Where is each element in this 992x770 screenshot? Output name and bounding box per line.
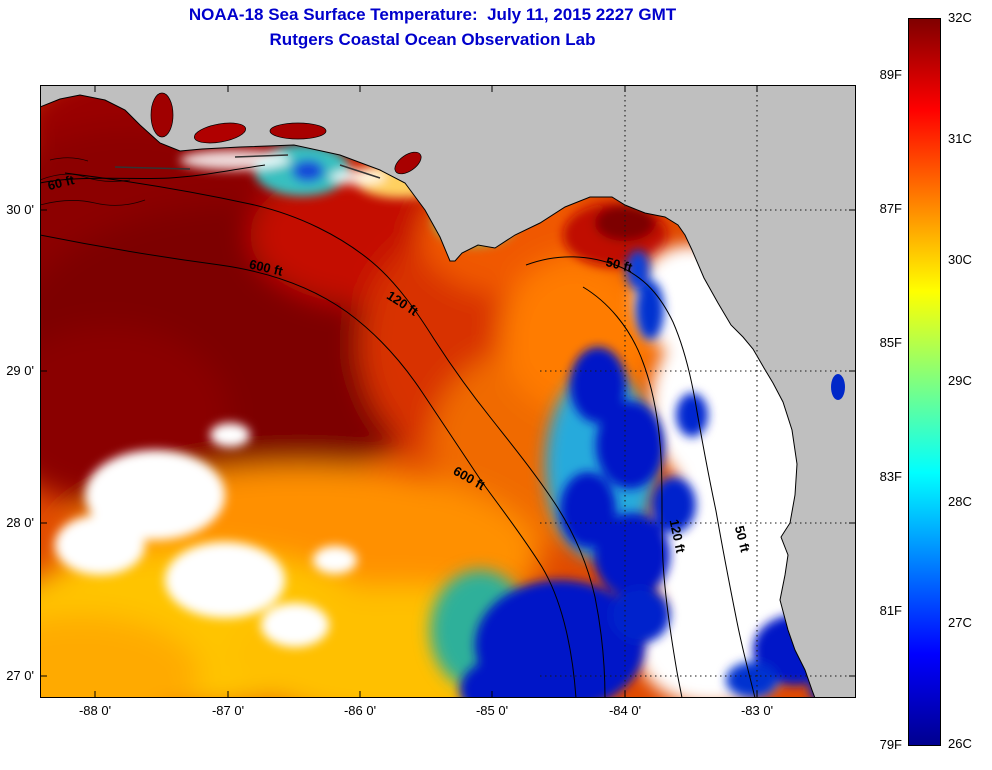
barrier-islands (114, 154, 381, 179)
colorbar-fahrenheit-label: 89F (879, 67, 902, 82)
bathymetry-contours (40, 164, 756, 698)
y-tick-label: 29 0' (6, 363, 34, 378)
colorbar-celsius-label: 28C (948, 494, 972, 509)
colorbar-fahrenheit-label: 85F (879, 335, 902, 350)
x-tick-label: -85 0' (475, 703, 509, 718)
contour-label: 50 ft (604, 254, 634, 275)
colorbar-celsius-label: 29C (948, 373, 972, 388)
y-tick-label: 28 0' (6, 515, 34, 530)
colorbar-celsius-label: 30C (948, 252, 972, 267)
inland-lake (831, 374, 845, 400)
figure-title: NOAA-18 Sea Surface Temperature: July 11… (188, 5, 677, 24)
colorbar-celsius-label: 26C (948, 736, 972, 751)
figure-subtitle: Rutgers Coastal Ocean Observation Lab (269, 30, 596, 49)
colorbar-celsius-label: 31C (948, 131, 972, 146)
colorbar-fahrenheit-label: 83F (879, 469, 902, 484)
contour-label: 50 ft (732, 524, 753, 554)
marsh-lines (40, 157, 146, 206)
map-area: 60 ft 600 ft 120 ft 50 ft 600 ft 120 ft … (40, 85, 856, 698)
colorbar-fahrenheit-label: 81F (879, 603, 902, 618)
sst-map-svg: 60 ft 600 ft 120 ft 50 ft 600 ft 120 ft … (40, 85, 856, 698)
x-tick-label: -86 0' (343, 703, 377, 718)
colorbar-celsius-label: 27C (948, 615, 972, 630)
y-tick-label: 27 0' (6, 668, 34, 683)
x-tick-label: -84 0' (608, 703, 642, 718)
graticule (540, 85, 856, 698)
map-border (40, 85, 856, 698)
colorbar-celsius-label: 32C (948, 10, 972, 25)
colorbar (908, 18, 941, 746)
contour-label: 120 ft (667, 518, 689, 555)
x-tick-label: -83 0' (740, 703, 774, 718)
cold-water-patches (460, 250, 856, 698)
x-tick-label: -88 0' (78, 703, 112, 718)
colorbar-fahrenheit-label: 79F (879, 737, 902, 752)
x-tick-label: -87 0' (211, 703, 245, 718)
colorbar-fahrenheit-label: 87F (879, 201, 902, 216)
contour-label: 60 ft (46, 172, 76, 193)
y-tick-label: 30 0' (6, 202, 34, 217)
coastal-bays (150, 92, 422, 175)
land (40, 85, 856, 698)
axis-ticks (40, 85, 856, 698)
